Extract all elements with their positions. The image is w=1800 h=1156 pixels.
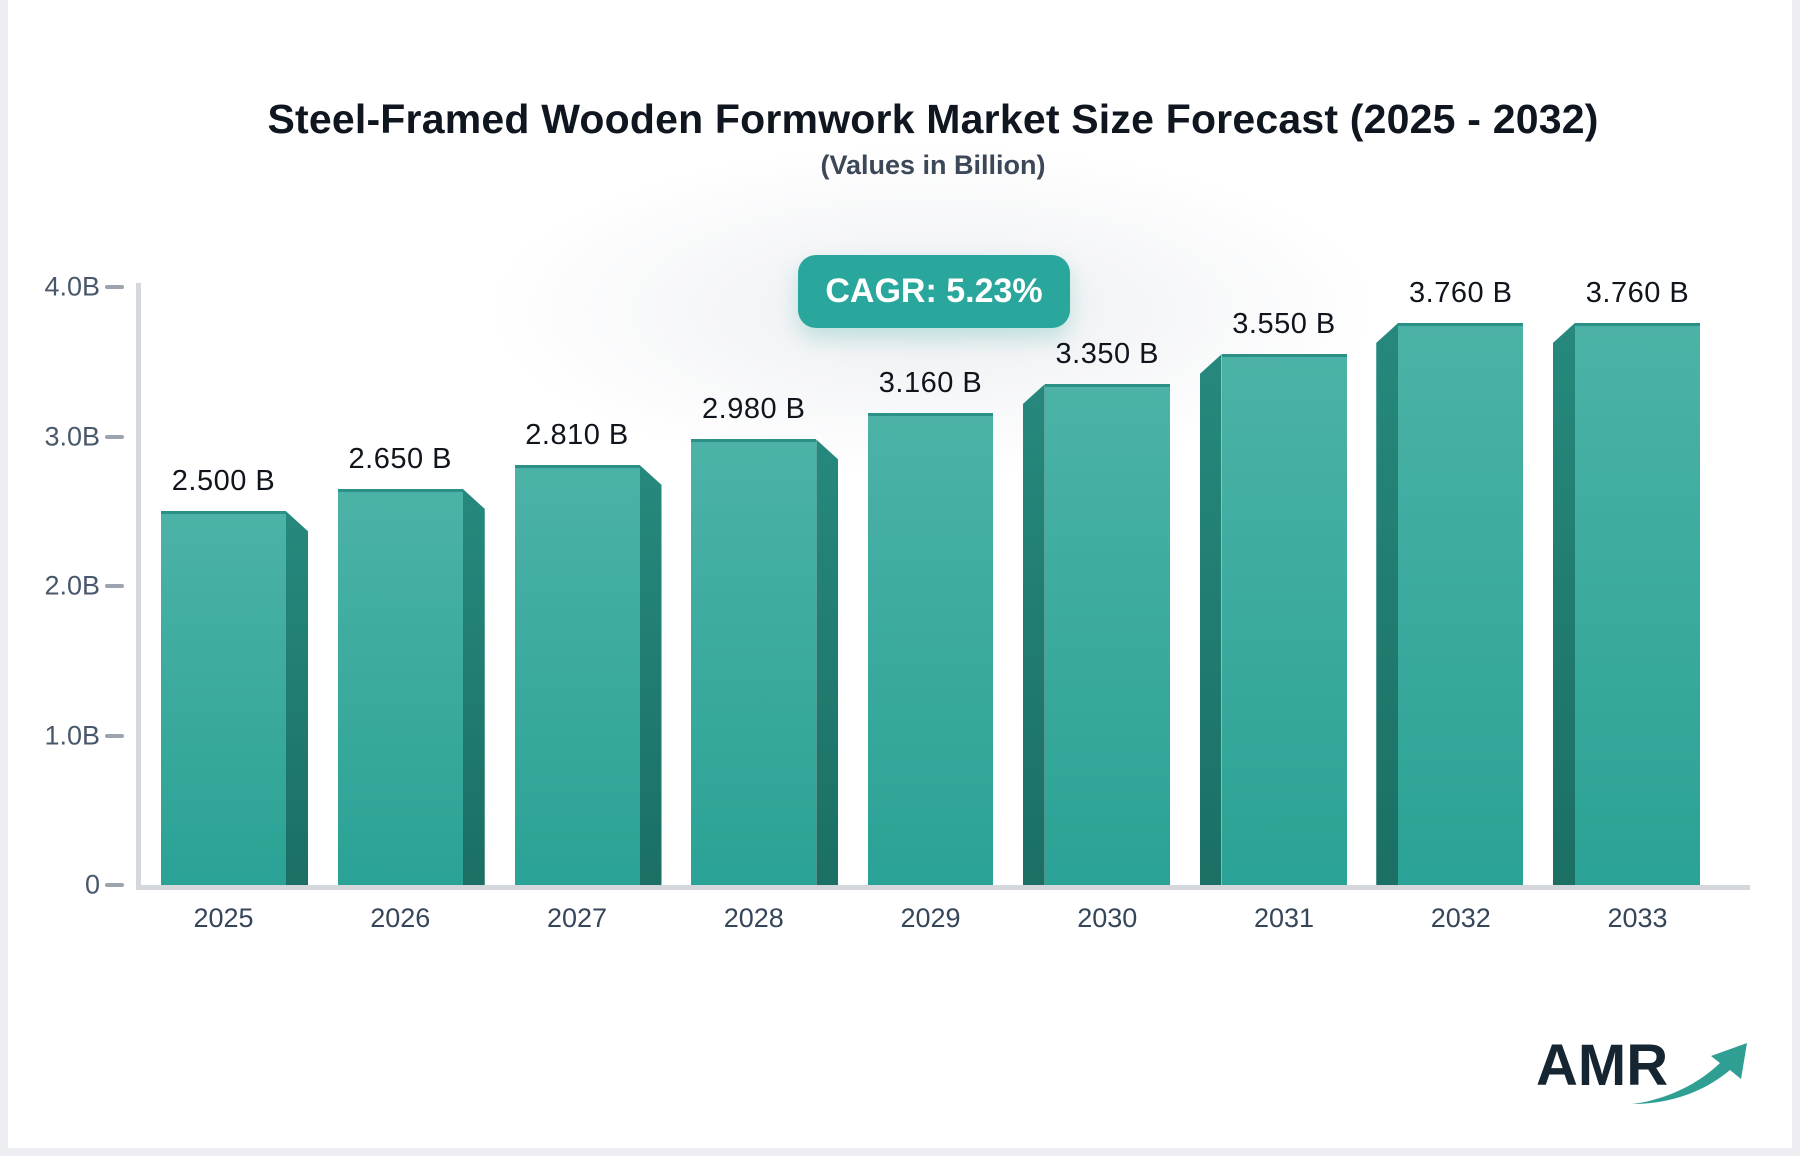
bar-2027 bbox=[514, 464, 640, 885]
bar-value-label: 3.350 B bbox=[1055, 338, 1159, 371]
y-tick-mark bbox=[105, 883, 124, 887]
y-axis-line bbox=[136, 283, 141, 890]
bar-side-shade bbox=[1553, 322, 1575, 885]
x-axis-label: 2026 bbox=[370, 903, 431, 933]
bar-side-shade bbox=[816, 439, 839, 885]
x-axis-label: 2033 bbox=[1607, 903, 1668, 933]
bar-side-shade bbox=[1022, 384, 1045, 885]
bar-value-label: 3.760 B bbox=[1409, 276, 1513, 309]
amr-logo: AMR bbox=[1536, 1032, 1747, 1118]
x-axis-label: 2025 bbox=[193, 903, 254, 933]
bar-side-shade bbox=[1376, 322, 1399, 885]
bar-side-shade bbox=[1199, 354, 1222, 885]
chart-subtitle: (Values in Billion) bbox=[820, 150, 1046, 180]
amr-logo-text: AMR bbox=[1536, 1033, 1669, 1098]
y-tick-mark bbox=[105, 733, 124, 738]
bar-2026 bbox=[337, 488, 463, 885]
bar-2028 bbox=[691, 439, 817, 885]
x-axis-label: 2029 bbox=[900, 903, 961, 933]
bar-2029 bbox=[868, 412, 993, 885]
bar-2033 bbox=[1575, 322, 1700, 885]
bar-value-label: 3.550 B bbox=[1232, 308, 1336, 341]
chart-title: Steel-Framed Wooden Formwork Market Size… bbox=[267, 96, 1599, 142]
y-tick-label: 3.0B bbox=[44, 421, 100, 451]
x-axis-label: 2032 bbox=[1430, 903, 1491, 933]
bar-value-label: 2.650 B bbox=[348, 442, 452, 475]
y-tick-label: 1.0B bbox=[44, 720, 100, 750]
y-tick-label: 2.0B bbox=[44, 570, 100, 601]
bar-2031 bbox=[1221, 354, 1347, 885]
y-tick-mark bbox=[105, 285, 124, 289]
bar-side-shade bbox=[286, 511, 308, 885]
bar-side-shade bbox=[462, 488, 485, 885]
y-tick-mark bbox=[105, 434, 124, 439]
bar-side-shade bbox=[639, 464, 662, 885]
bar-value-label: 2.980 B bbox=[702, 393, 806, 426]
chart-card: Steel-Framed Wooden Formwork Market Size… bbox=[8, 0, 1792, 1148]
bar-2032 bbox=[1398, 322, 1524, 885]
bar-2030 bbox=[1044, 384, 1170, 885]
bar-value-label: 2.810 B bbox=[525, 418, 629, 451]
y-tick-label: 4.0B bbox=[44, 271, 100, 302]
x-axis-line bbox=[136, 885, 1750, 890]
x-axis-label: 2028 bbox=[723, 903, 784, 933]
cagr-badge-label: CAGR: 5.23% bbox=[825, 272, 1043, 310]
bar-value-label: 3.160 B bbox=[878, 366, 983, 399]
x-axis-label: 2030 bbox=[1077, 903, 1138, 933]
x-axis-label: 2027 bbox=[546, 903, 608, 933]
x-axis-label: 2031 bbox=[1253, 903, 1315, 933]
bar-value-label: 2.500 B bbox=[171, 465, 276, 498]
bar-value-label: 3.760 B bbox=[1585, 276, 1690, 309]
cagr-badge: CAGR: 5.23% bbox=[798, 255, 1070, 328]
y-tick-label: 0 bbox=[84, 869, 100, 900]
y-tick-mark bbox=[105, 584, 124, 588]
bar-2025 bbox=[161, 511, 286, 885]
growth-arrow-icon bbox=[1632, 1043, 1747, 1104]
